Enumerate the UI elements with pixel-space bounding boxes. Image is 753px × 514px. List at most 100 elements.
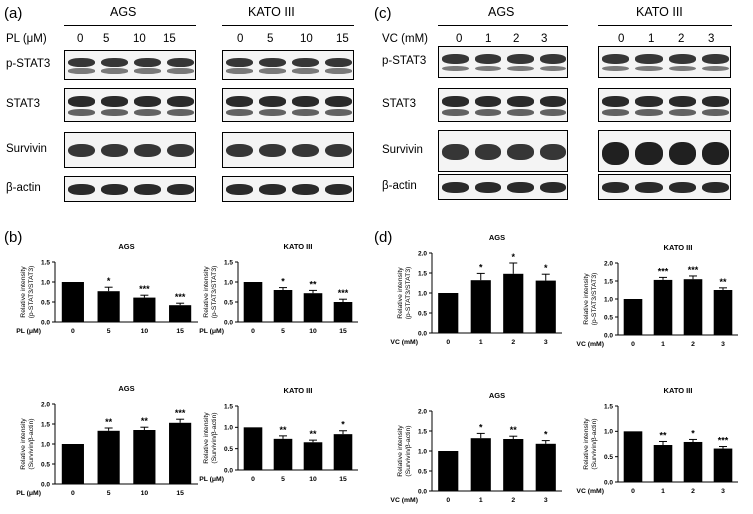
blot-band — [507, 65, 534, 72]
blot-band — [602, 96, 630, 107]
dose-label-c-1-3: 3 — [708, 33, 715, 45]
y-tick-label: 0.5 — [224, 446, 233, 453]
x-tick-label: 0 — [631, 341, 635, 348]
blot-band — [134, 143, 161, 158]
y-tick-label: 0.5 — [224, 299, 233, 306]
blot-image-c-0-0 — [438, 46, 568, 78]
blot-band — [101, 57, 128, 67]
bar — [243, 427, 263, 470]
dose-label-c-0-0: 0 — [456, 33, 463, 45]
y-tick-label: 2.0 — [418, 408, 427, 415]
x-tick-label: 3 — [544, 339, 548, 346]
x-tick-label: 10 — [309, 328, 317, 335]
x-tick-label: 1 — [661, 488, 665, 495]
cell-underline-a-0 — [64, 25, 196, 26]
bar — [470, 280, 491, 333]
blot-band — [635, 182, 663, 194]
y-tick-label: 1.0 — [604, 429, 613, 436]
blot-band — [325, 109, 352, 117]
x-tick-label: 1 — [479, 339, 483, 346]
blot-band — [602, 141, 630, 165]
blot-band — [134, 96, 161, 107]
blot-image-c-1-1 — [598, 88, 731, 122]
blot-band — [442, 109, 469, 117]
bar — [683, 441, 703, 482]
blot-image-c-1-0 — [598, 46, 731, 78]
blot-band — [167, 68, 194, 74]
blot-band — [701, 96, 729, 107]
bar — [303, 293, 323, 322]
blot-band — [101, 184, 128, 196]
blot-label-c-3: β-actin — [382, 180, 417, 192]
dose-label-c-1-1: 1 — [648, 33, 655, 45]
bar — [97, 291, 120, 322]
bar — [333, 302, 353, 322]
blot-band — [259, 68, 286, 74]
blot-image-c-0-3 — [438, 174, 568, 200]
blot-band — [635, 109, 663, 117]
dose-label-a-1-2: 10 — [300, 33, 313, 45]
blot-band — [474, 54, 501, 64]
bar — [653, 445, 673, 482]
blot-band — [442, 54, 469, 64]
significance-marker: * — [479, 262, 483, 272]
blot-band — [507, 96, 534, 107]
blot-band — [68, 109, 95, 117]
blot-label-a-0: p-STAT3 — [6, 58, 51, 70]
blot-image-a-0-1 — [64, 88, 196, 122]
dose-label-c-0-3: 3 — [541, 33, 548, 45]
significance-marker: ** — [719, 277, 727, 287]
blot-band — [701, 182, 729, 194]
significance-marker: ** — [279, 425, 287, 435]
significance-marker: *** — [175, 408, 186, 418]
significance-marker: * — [281, 277, 285, 287]
blot-band — [325, 184, 352, 196]
blot-image-c-0-1 — [438, 88, 568, 122]
y-axis-label: (Survivin/β-actin) — [28, 418, 35, 469]
blot-band — [292, 143, 319, 158]
blot-band — [539, 143, 566, 160]
y-tick-label: 1.5 — [418, 428, 427, 435]
bar — [503, 439, 524, 491]
blot-band — [539, 182, 566, 194]
blot-band — [259, 57, 286, 67]
blot-band — [635, 54, 663, 64]
blot-band — [325, 68, 352, 74]
significance-marker: *** — [658, 266, 669, 276]
dose-label-a-1-1: 5 — [267, 33, 274, 45]
bar — [503, 273, 524, 333]
significance-marker: *** — [688, 265, 699, 275]
blot-label-a-3: β-actin — [6, 182, 41, 194]
x-tick-label: 15 — [176, 490, 184, 497]
blot-band — [259, 143, 286, 158]
blot-band — [226, 68, 253, 74]
blot-band — [325, 57, 352, 67]
significance-marker: ** — [141, 416, 149, 426]
x-tick-label: 3 — [721, 488, 725, 495]
cell-line-label-a-1: KATO III — [248, 5, 295, 19]
x-tick-label: 10 — [141, 490, 149, 497]
dose-label-a-0-1: 5 — [103, 33, 110, 45]
y-axis-label: Relative intensity — [583, 273, 590, 325]
bar — [653, 279, 673, 335]
panel-label-a: (a) — [4, 5, 23, 22]
blot-image-a-0-3 — [64, 176, 196, 202]
x-axis-label: PL (μM) — [199, 476, 224, 483]
x-tick-label: 2 — [511, 339, 515, 346]
x-tick-label: 0 — [71, 490, 75, 497]
blot-band — [507, 143, 534, 160]
y-tick-label: 0.0 — [418, 330, 427, 337]
dose-label-a-1-3: 15 — [336, 33, 349, 45]
x-tick-label: 2 — [691, 488, 695, 495]
chart-title: KATO III — [284, 386, 313, 395]
x-tick-label: 1 — [661, 341, 665, 348]
y-tick-label: 0.0 — [224, 467, 233, 474]
blot-label-c-1: STAT3 — [382, 98, 417, 110]
blot-label-c-0: p-STAT3 — [382, 55, 427, 67]
blot-band — [668, 96, 696, 107]
blot-band — [668, 182, 696, 194]
y-tick-label: 1.5 — [224, 259, 233, 266]
cell-underline-a-1 — [222, 25, 354, 26]
y-tick-label: 1.5 — [41, 259, 50, 266]
blot-image-a-1-2 — [222, 132, 354, 168]
